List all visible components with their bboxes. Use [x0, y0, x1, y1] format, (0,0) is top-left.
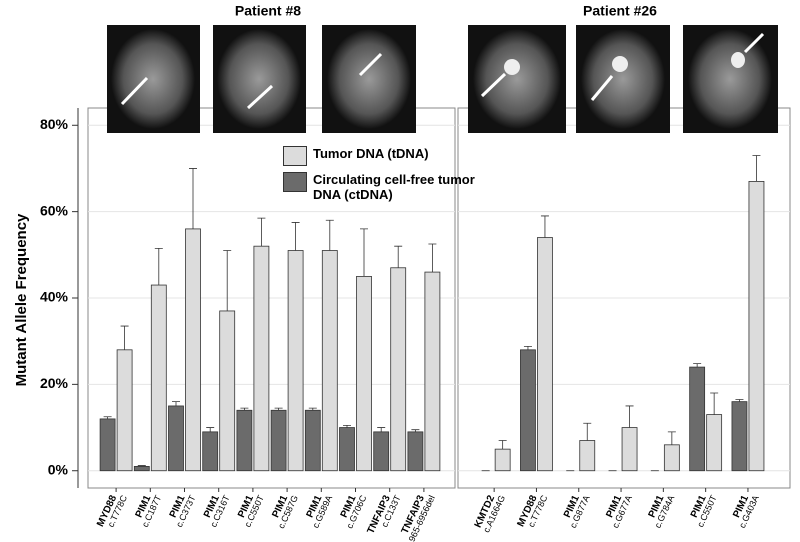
error-bar [240, 407, 249, 411]
error-bar [257, 217, 266, 247]
bar [537, 237, 553, 472]
bar [407, 431, 424, 472]
y-tick-label: 60% [40, 202, 69, 218]
bar [150, 284, 167, 472]
y-axis-label: Mutant Allele Frequency [13, 213, 30, 386]
y-tick-label: 0% [48, 461, 69, 477]
error-bar [540, 215, 549, 238]
bar [168, 405, 184, 472]
y-tick-label: 80% [40, 116, 69, 132]
bar [185, 228, 201, 472]
error-bar [103, 416, 112, 419]
error-bar [308, 407, 317, 411]
bar [356, 276, 372, 472]
error-bar [583, 422, 592, 441]
legend-item: Circulating cell-free tumor DNA (ctDNA) [283, 172, 483, 202]
bar [689, 366, 706, 472]
bar [748, 181, 765, 472]
error-bar [274, 407, 283, 411]
bar [99, 418, 116, 472]
bar [133, 466, 150, 472]
error-bar [343, 424, 351, 428]
bar [339, 427, 355, 472]
bar [424, 271, 441, 472]
error-bar [120, 325, 129, 350]
error-bar [411, 429, 420, 432]
error-bar [172, 401, 180, 406]
bar [287, 250, 304, 472]
mri-images [107, 25, 778, 133]
y-tick-label: 40% [40, 289, 69, 305]
error-bar [137, 465, 146, 467]
error-bar [223, 250, 232, 311]
error-bar [428, 243, 437, 273]
bar [321, 250, 338, 472]
error-bar [710, 392, 719, 415]
error-bar [291, 222, 300, 251]
bar [494, 448, 511, 472]
y-tick-label: 20% [40, 375, 69, 391]
error-bar [667, 431, 676, 445]
panel-title: Patient #8 [235, 3, 301, 19]
legend-label: Circulating cell-free tumor DNA (ctDNA) [313, 172, 475, 202]
legend-swatch [283, 146, 307, 166]
legend-label: Tumor DNA (tDNA) [313, 146, 429, 161]
bar [253, 245, 270, 472]
bar [621, 427, 638, 472]
error-bar [523, 345, 532, 350]
error-bar [189, 168, 197, 229]
error-bar [206, 427, 215, 432]
bar [202, 431, 219, 472]
bar [663, 444, 680, 472]
bar [520, 349, 536, 472]
error-bar [325, 219, 334, 251]
legend-swatch [283, 172, 307, 192]
bar [116, 349, 133, 472]
bar [236, 409, 253, 472]
error-bar [752, 155, 761, 182]
panel-title: Patient #26 [583, 3, 657, 19]
bar [304, 409, 321, 472]
bar [270, 409, 287, 472]
error-bar [360, 228, 368, 277]
error-bar [625, 405, 634, 428]
bar [731, 401, 748, 472]
bar [373, 431, 390, 472]
error-bar [154, 247, 163, 286]
error-bar [377, 427, 386, 432]
bar [219, 310, 236, 472]
legend: Tumor DNA (tDNA) Circulating cell-free tu… [283, 146, 483, 208]
bar [579, 440, 596, 472]
error-bar [693, 363, 702, 368]
error-bar [498, 440, 507, 450]
legend-item: Tumor DNA (tDNA) [283, 146, 483, 166]
bar [706, 414, 723, 472]
error-bar [735, 399, 744, 402]
error-bar [394, 245, 403, 268]
bar [390, 267, 407, 472]
